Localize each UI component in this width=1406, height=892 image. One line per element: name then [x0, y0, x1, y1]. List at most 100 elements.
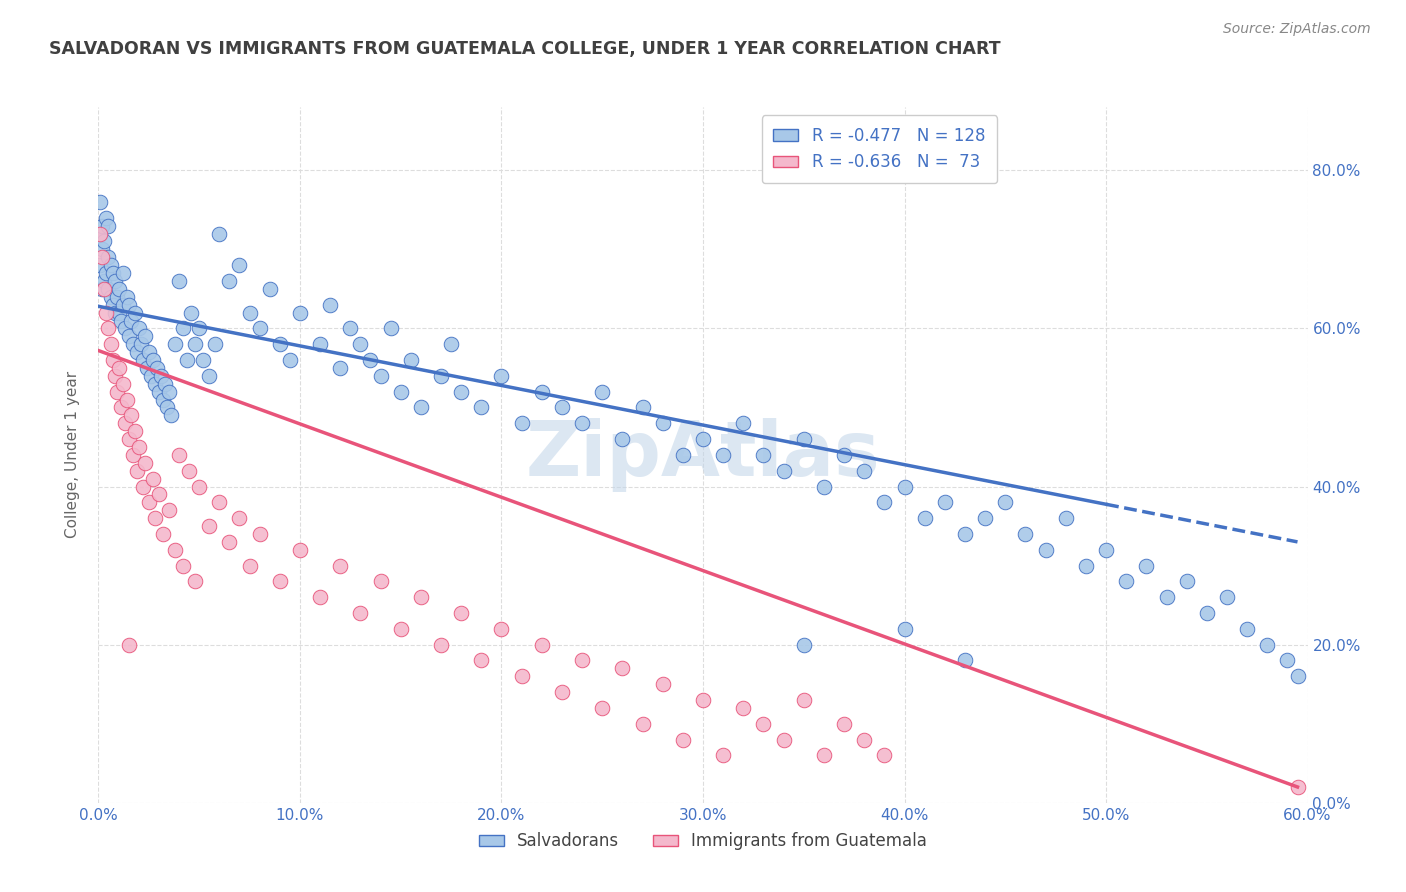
- Point: [111, 298, 134, 312]
- Point: [125, 464, 148, 478]
- Point: [91, 282, 114, 296]
- Point: [101, 266, 124, 280]
- Point: [893, 479, 915, 493]
- Point: [128, 321, 150, 335]
- Point: [96, 266, 118, 280]
- Point: [148, 487, 170, 501]
- Point: [349, 606, 371, 620]
- Point: [711, 748, 734, 763]
- Point: [172, 321, 194, 335]
- Point: [329, 360, 352, 375]
- Point: [491, 368, 513, 383]
- Point: [269, 337, 291, 351]
- Point: [309, 337, 332, 351]
- Point: [591, 701, 613, 715]
- Point: [107, 360, 129, 375]
- Point: [1175, 574, 1198, 589]
- Point: [370, 368, 392, 383]
- Point: [111, 266, 134, 280]
- Point: [228, 258, 250, 272]
- Point: [1256, 638, 1278, 652]
- Point: [631, 716, 654, 731]
- Point: [591, 384, 613, 399]
- Point: [101, 353, 124, 368]
- Point: [218, 534, 240, 549]
- Point: [651, 677, 673, 691]
- Point: [1277, 653, 1299, 667]
- Point: [360, 353, 382, 368]
- Point: [288, 542, 311, 557]
- Point: [167, 274, 190, 288]
- Point: [571, 417, 593, 431]
- Point: [135, 360, 157, 375]
- Point: [142, 353, 165, 368]
- Point: [153, 376, 176, 391]
- Point: [491, 622, 513, 636]
- Point: [118, 329, 141, 343]
- Point: [450, 606, 472, 620]
- Point: [380, 321, 402, 335]
- Point: [711, 448, 734, 462]
- Point: [138, 345, 160, 359]
- Point: [179, 464, 201, 478]
- Point: [249, 321, 271, 335]
- Y-axis label: College, Under 1 year: College, Under 1 year: [65, 371, 80, 539]
- Point: [752, 716, 775, 731]
- Point: [115, 392, 138, 407]
- Point: [239, 305, 262, 319]
- Point: [571, 653, 593, 667]
- Point: [184, 337, 207, 351]
- Point: [793, 693, 815, 707]
- Point: [91, 243, 114, 257]
- Point: [118, 432, 141, 446]
- Point: [409, 591, 432, 605]
- Point: [115, 290, 138, 304]
- Point: [176, 353, 198, 368]
- Point: [551, 685, 574, 699]
- Point: [143, 376, 166, 391]
- Point: [172, 558, 194, 573]
- Point: [120, 313, 142, 327]
- Point: [118, 638, 141, 652]
- Point: [288, 305, 311, 319]
- Point: [93, 274, 115, 288]
- Point: [143, 511, 166, 525]
- Point: [120, 409, 142, 423]
- Point: [672, 732, 695, 747]
- Point: [91, 219, 114, 233]
- Point: [163, 337, 186, 351]
- Point: [156, 401, 179, 415]
- Point: [208, 227, 231, 241]
- Point: [125, 345, 148, 359]
- Point: [793, 638, 815, 652]
- Point: [218, 274, 240, 288]
- Point: [530, 384, 553, 399]
- Point: [813, 479, 835, 493]
- Point: [914, 511, 936, 525]
- Point: [329, 558, 352, 573]
- Point: [853, 732, 876, 747]
- Point: [163, 542, 186, 557]
- Point: [470, 653, 492, 667]
- Point: [612, 661, 634, 675]
- Point: [1074, 558, 1097, 573]
- Point: [450, 384, 472, 399]
- Point: [934, 495, 956, 509]
- Point: [89, 194, 111, 209]
- Text: SALVADORAN VS IMMIGRANTS FROM GUATEMALA COLLEGE, UNDER 1 YEAR CORRELATION CHART: SALVADORAN VS IMMIGRANTS FROM GUATEMALA …: [49, 40, 1001, 58]
- Point: [100, 290, 122, 304]
- Point: [873, 748, 896, 763]
- Point: [100, 258, 122, 272]
- Point: [530, 638, 553, 652]
- Point: [107, 282, 129, 296]
- Point: [152, 392, 174, 407]
- Point: [1156, 591, 1178, 605]
- Point: [832, 716, 855, 731]
- Point: [832, 448, 855, 462]
- Point: [249, 527, 271, 541]
- Point: [93, 282, 115, 296]
- Point: [198, 368, 221, 383]
- Point: [111, 376, 134, 391]
- Point: [1135, 558, 1157, 573]
- Point: [309, 591, 332, 605]
